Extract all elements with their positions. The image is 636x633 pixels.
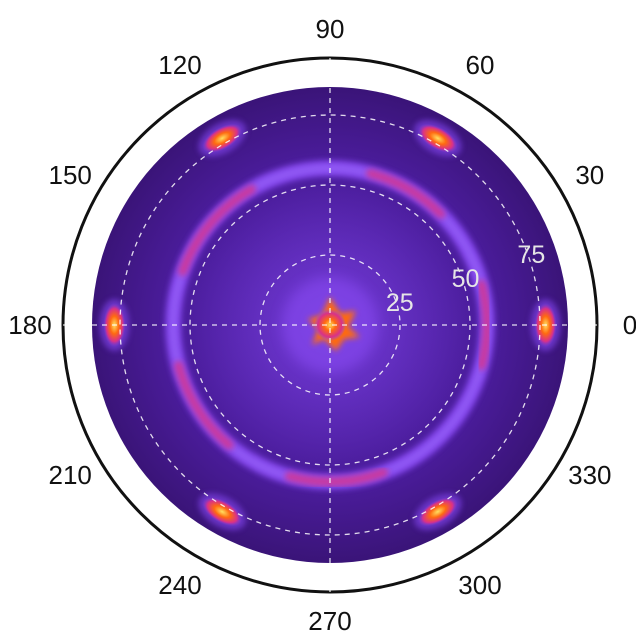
angle-tick-150: 150	[48, 160, 91, 190]
ring-arc-0	[366, 169, 446, 219]
spot-300	[414, 493, 462, 531]
spot-240	[198, 493, 246, 531]
polar-grid	[63, 58, 597, 592]
angle-tick-270: 270	[308, 606, 351, 633]
angle-tick-330: 330	[568, 460, 611, 490]
grid-circle-25	[259, 254, 401, 396]
radial-tick-25: 25	[386, 289, 414, 317]
radial-tick-75: 75	[517, 241, 545, 269]
angle-tick-210: 210	[48, 460, 91, 490]
angle-tick-30: 30	[575, 160, 604, 190]
angle-tick-240: 240	[158, 570, 201, 600]
angle-tick-300: 300	[458, 570, 501, 600]
spot-120	[198, 119, 246, 157]
angle-tick-0: 0	[623, 310, 636, 340]
angle-tick-180: 180	[8, 310, 51, 340]
angle-tick-90: 90	[316, 14, 345, 44]
spot-60	[414, 119, 462, 157]
radial-tick-50: 50	[452, 265, 480, 293]
ring-arc-3	[284, 467, 389, 487]
ring-arc-2	[174, 361, 234, 450]
angle-tick-60: 60	[466, 50, 495, 80]
central-peak	[314, 309, 346, 341]
angle-tick-120: 120	[158, 50, 201, 80]
axis-labels: 0 30 60 90 120 150 180 210 240 270 300 330 25 50 75	[8, 14, 636, 633]
grid-circle-50	[189, 184, 471, 466]
grid-circle-75	[119, 114, 541, 536]
ring-arc-1	[178, 184, 257, 276]
